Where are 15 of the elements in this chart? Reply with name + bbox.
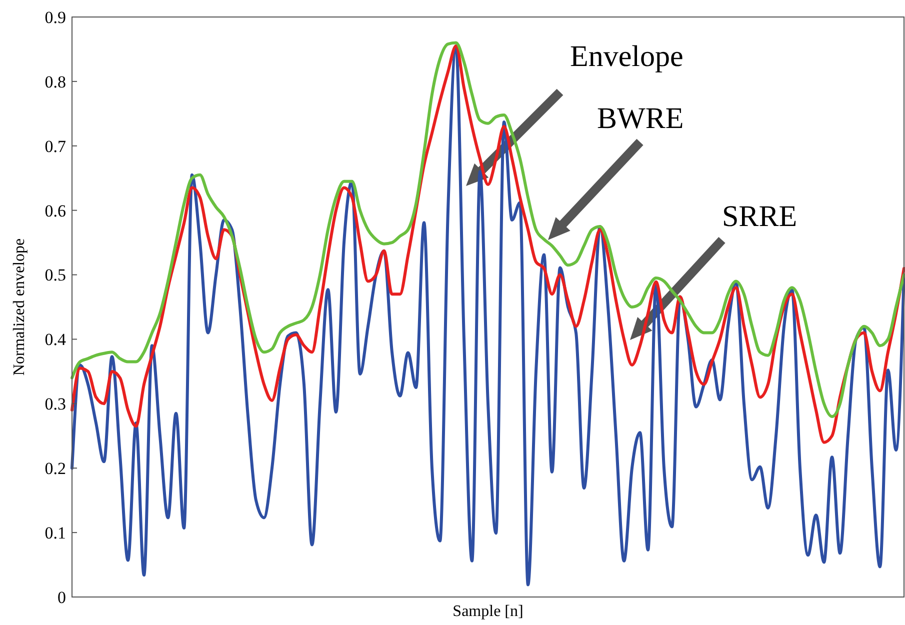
annotation: BWRE: [597, 102, 684, 135]
y-tick-label: 0.3: [44, 394, 66, 414]
y-tick-label: 0.7: [44, 136, 66, 156]
annotation: SRRE: [722, 200, 798, 233]
y-tick-label: 0.6: [44, 201, 66, 220]
x-axis-title: Sample [n]: [452, 603, 524, 620]
y-tick-label: 0: [58, 588, 66, 607]
y-tick-label: 0.4: [44, 330, 66, 350]
y-tick-label: 0.2: [44, 459, 66, 478]
y-tick-label: 0.5: [44, 266, 66, 285]
y-tick-label: 0.1: [44, 524, 66, 543]
y-tick-label: 0.8: [44, 72, 66, 92]
y-tick-label: 0.9: [44, 8, 66, 27]
y-axis-title: Normalized envelope: [11, 238, 28, 376]
annotation: Envelope: [570, 40, 684, 73]
